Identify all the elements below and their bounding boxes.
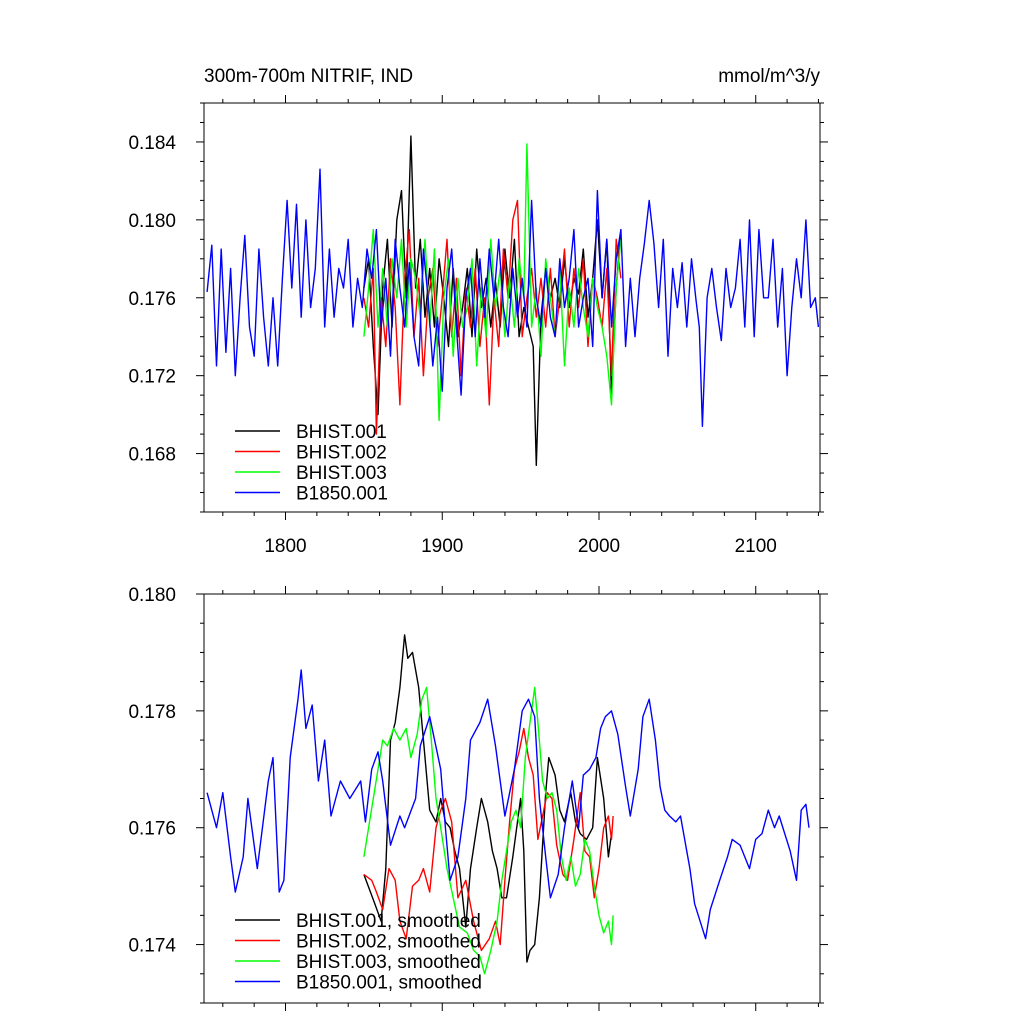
series-line-bhist-003 (363, 143, 622, 422)
y-tick-label: 0.176 (128, 819, 176, 840)
legend-label: BHIST.003 (296, 463, 387, 484)
legend-label: BHIST.002 (296, 443, 387, 464)
y-tick-label: 0.168 (128, 445, 176, 466)
chart-title-left: 300m-700m NITRIF, IND (204, 66, 413, 87)
legend-label: BHIST.003, smoothed (296, 952, 481, 973)
y-tick-label: 0.180 (128, 585, 176, 606)
series-line-bhist-003-smoothed (363, 686, 614, 975)
x-tick-label: 1900 (421, 536, 463, 557)
legend-label: BHIST.001, smoothed (296, 911, 481, 932)
series-line-b1850-001 (206, 168, 820, 427)
y-tick-label: 0.178 (128, 702, 176, 723)
x-tick-label: 2100 (735, 536, 777, 557)
series-line-bhist-002-smoothed (363, 727, 614, 952)
series-line-b1850-001-smoothed (206, 669, 810, 940)
legend-label: B1850.001 (296, 484, 388, 505)
y-tick-label: 0.180 (128, 211, 176, 232)
legend-label: B1850.001, smoothed (296, 973, 482, 994)
y-tick-label: 0.174 (128, 936, 176, 957)
y-tick-label: 0.176 (128, 289, 176, 310)
y-tick-label: 0.172 (128, 367, 176, 388)
x-tick-label: 1800 (264, 536, 306, 557)
legend-label: BHIST.001 (296, 422, 387, 443)
legend-label: BHIST.002, smoothed (296, 932, 481, 953)
top-panel: 1800 1900 2000 2100 0.168 0.172 0.176 0.180 0.18… (128, 95, 828, 557)
plot-frame (203, 102, 821, 513)
chart-units-label: mmol/m^3/y (718, 66, 820, 87)
y-tick-label: 0.184 (128, 133, 176, 154)
x-tick-label: 2000 (578, 536, 620, 557)
